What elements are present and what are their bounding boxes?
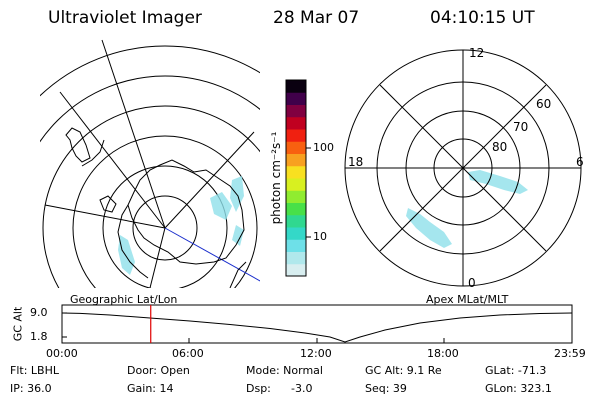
colorbar-segment xyxy=(286,190,306,203)
timeline-ytick-bottom: 1.8 xyxy=(30,330,48,343)
image-date: 28 Mar 07 xyxy=(273,8,360,28)
geo-meridians xyxy=(44,39,255,288)
timeline-xtick-1800: 18:00 xyxy=(427,347,459,360)
info-glon: GLon: 323.1 xyxy=(485,382,552,395)
timeline-xtick-2359: 23:59 xyxy=(554,347,586,360)
geographic-map xyxy=(40,39,260,288)
geo-lat-circles xyxy=(40,45,260,288)
mlat-label-60: 60 xyxy=(536,97,552,111)
colorbar-segment xyxy=(286,116,306,130)
info-dsp-value: -3.0 xyxy=(291,382,313,395)
info-seq: Seq: 39 xyxy=(365,382,407,395)
info-glat: GLat: -71.3 xyxy=(485,364,547,377)
mag-mlt-lines xyxy=(345,50,581,286)
app-title: Ultraviolet Imager xyxy=(48,8,202,28)
image-time: 04:10:15 UT xyxy=(430,8,535,28)
timeline-ylabel: GC Alt xyxy=(11,306,25,342)
mlat-label-70: 70 xyxy=(513,120,529,134)
info-mode: Mode: Normal xyxy=(246,364,323,377)
info-gc-alt: GC Alt: 9.1 Re xyxy=(365,364,442,377)
timeline-xtick-0000: 00:00 xyxy=(46,347,78,360)
magnetic-map-caption: Apex MLat/MLT xyxy=(426,293,509,306)
gc-altitude-curve xyxy=(61,312,573,343)
colorbar-segment xyxy=(286,251,306,265)
info-dsp-label: Dsp: xyxy=(246,382,271,395)
mag-aurora xyxy=(406,170,528,248)
mlt-label-18: 18 xyxy=(348,155,364,169)
colorbar-segment xyxy=(286,80,306,93)
timeline-frame xyxy=(61,304,573,344)
colorbar-segment xyxy=(286,239,306,252)
colorbar-segment xyxy=(286,104,306,118)
colorbar-segment xyxy=(286,263,306,277)
mlat-label-80: 80 xyxy=(492,140,508,154)
info-filter: Flt: LBHL xyxy=(10,364,59,377)
colorbar-segment xyxy=(286,92,306,105)
colorbar-segment xyxy=(286,153,306,167)
mlt-label-0: 0 xyxy=(468,276,476,290)
timeline-ytick-top: 9.0 xyxy=(30,306,48,319)
timeline-plot xyxy=(61,304,573,344)
colorbar-tick-label-100: 100 xyxy=(313,141,334,154)
timeline-xtick-1200: 12:00 xyxy=(300,347,332,360)
colorbar-segment xyxy=(286,129,306,142)
dusk-terminator-line xyxy=(164,227,260,282)
colorbar-segment xyxy=(286,178,306,191)
colorbar-tick-label-10: 10 xyxy=(313,230,327,243)
colorbar xyxy=(285,79,311,277)
info-door: Door: Open xyxy=(127,364,190,377)
colorbar-segment xyxy=(286,227,306,240)
colorbar-segment xyxy=(286,214,306,228)
geo-coastlines xyxy=(65,127,247,288)
mlt-label-12: 12 xyxy=(469,46,485,60)
colorbar-frame xyxy=(285,79,307,277)
timeline-xtick-0600: 06:00 xyxy=(172,347,204,360)
colorbar-unit-label: photon cm⁻²s⁻¹ xyxy=(269,131,283,225)
timeline-xticks xyxy=(61,338,573,343)
info-gain: Gain: 14 xyxy=(127,382,174,395)
geographic-map-caption: Geographic Lat/Lon xyxy=(70,293,178,306)
colorbar-segment xyxy=(286,141,306,154)
mlt-label-6: 6 xyxy=(576,155,584,169)
colorbar-segment xyxy=(286,202,306,216)
magnetic-map xyxy=(344,49,582,287)
colorbar-segment xyxy=(286,165,306,179)
info-ip: IP: 36.0 xyxy=(10,382,52,395)
